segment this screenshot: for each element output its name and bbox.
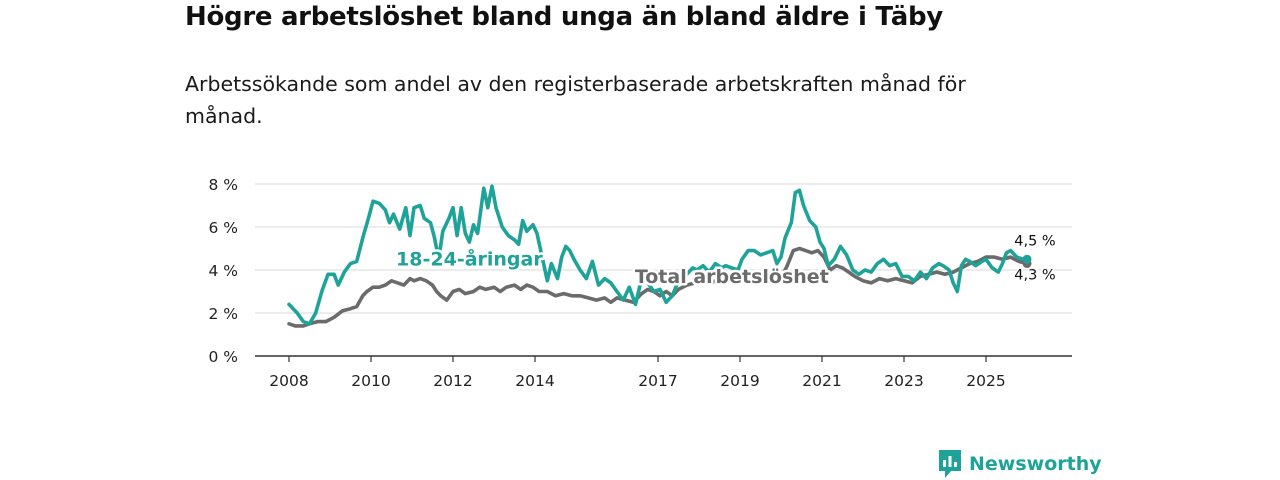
x-tick-label: 2019 [720, 372, 759, 390]
series-line-total [287, 246, 1029, 328]
grid-lines [255, 183, 1072, 357]
series-lines [287, 184, 1032, 328]
x-tick-label: 2012 [433, 372, 472, 390]
brand-name: Newsworthy [969, 453, 1102, 475]
x-tick-label: 2014 [515, 372, 554, 390]
y-tick-label: 8 % [208, 176, 238, 194]
y-tick-label: 6 % [208, 219, 238, 237]
x-axis-ticks: 2008 2010 2012 2014 2017 2019 2021 2023 2025 [269, 356, 1006, 390]
x-tick-label: 2010 [351, 372, 390, 390]
y-tick-label: 4 % [208, 262, 238, 280]
newsworthy-brand: Newsworthy [937, 449, 1102, 479]
end-point-youth [1022, 254, 1032, 264]
newsworthy-logo-icon [939, 450, 961, 478]
chart-title: Högre arbetslöshet bland unga än bland ä… [185, 2, 943, 32]
x-tick-label: 2008 [269, 372, 308, 390]
x-tick-label: 2025 [966, 372, 1005, 390]
series-line-youth [287, 184, 1029, 326]
y-tick-label: 0 % [208, 348, 238, 366]
chart-subtitle: Arbetssökande som andel av den registerb… [185, 72, 966, 128]
x-tick-label: 2023 [884, 372, 923, 390]
end-label-total: 4,3 % [1014, 268, 1055, 284]
y-axis-ticks: 0 % 2 % 4 % 6 % 8 % [208, 176, 238, 366]
x-tick-label: 2021 [802, 372, 841, 390]
series-label-total: Total arbetslöshet [635, 266, 829, 288]
x-tick-label: 2017 [638, 372, 677, 390]
end-label-youth: 4,5 % [1014, 233, 1055, 249]
series-labels: 18-24-åringar Total arbetslöshet 4,5 % 4,3 … [394, 232, 1058, 291]
y-tick-label: 2 % [208, 305, 238, 323]
series-label-youth: 18-24-åringar [396, 247, 543, 271]
